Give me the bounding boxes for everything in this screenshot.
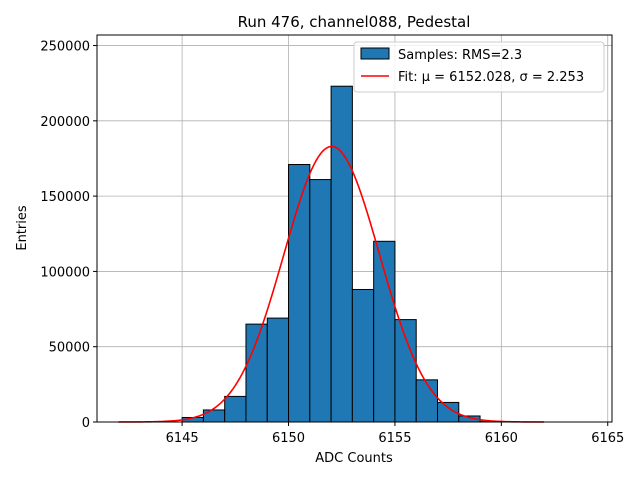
x-axis-title: ADC Counts: [315, 451, 393, 466]
y-tick-label: 0: [82, 416, 90, 431]
x-tick-label: 6150: [272, 431, 305, 446]
x-axis-ticks: 6145 6150 6155 6160 6165: [166, 422, 624, 446]
histogram-bars: [181, 85, 502, 423]
histogram-bar: [330, 85, 353, 423]
y-tick-label: 200000: [40, 115, 90, 130]
y-tick-label: 50000: [49, 341, 90, 356]
x-tick-label: 6145: [166, 431, 199, 446]
histogram-bar: [394, 319, 417, 423]
histogram-bar: [351, 288, 375, 423]
legend-samples-swatch: [360, 47, 390, 60]
histogram-bar: [202, 409, 226, 423]
histogram-bar: [309, 179, 332, 423]
legend-fit-label: Fit: μ = 6152.028, σ = 2.253: [398, 70, 584, 85]
x-tick-label: 6160: [485, 431, 518, 446]
histogram-bar: [266, 317, 290, 423]
histogram-bar: [224, 395, 247, 423]
x-tick-label: 6165: [591, 431, 624, 446]
chart-title: Run 476, channel088, Pedestal: [238, 13, 471, 31]
y-tick-label: 250000: [40, 40, 90, 55]
y-tick-label: 150000: [40, 190, 90, 205]
legend-box: [353, 41, 605, 93]
legend-samples-label: Samples: RMS=2.3: [398, 48, 522, 63]
histogram-bar: [415, 379, 438, 423]
y-axis-title: Entries: [15, 205, 30, 251]
x-tick-label: 6155: [378, 431, 411, 446]
y-tick-label: 100000: [40, 265, 90, 280]
y-axis-ticks: 0 50000 100000 150000 200000 250000: [40, 40, 97, 431]
plot-frame: [96, 34, 613, 423]
histogram-bar: [245, 323, 268, 423]
gaussian-fit-curve: [118, 145, 544, 423]
legend: Samples: RMS=2.3 Fit: μ = 6152.028, σ = …: [353, 41, 605, 93]
fit-curve-layer: [118, 145, 544, 423]
